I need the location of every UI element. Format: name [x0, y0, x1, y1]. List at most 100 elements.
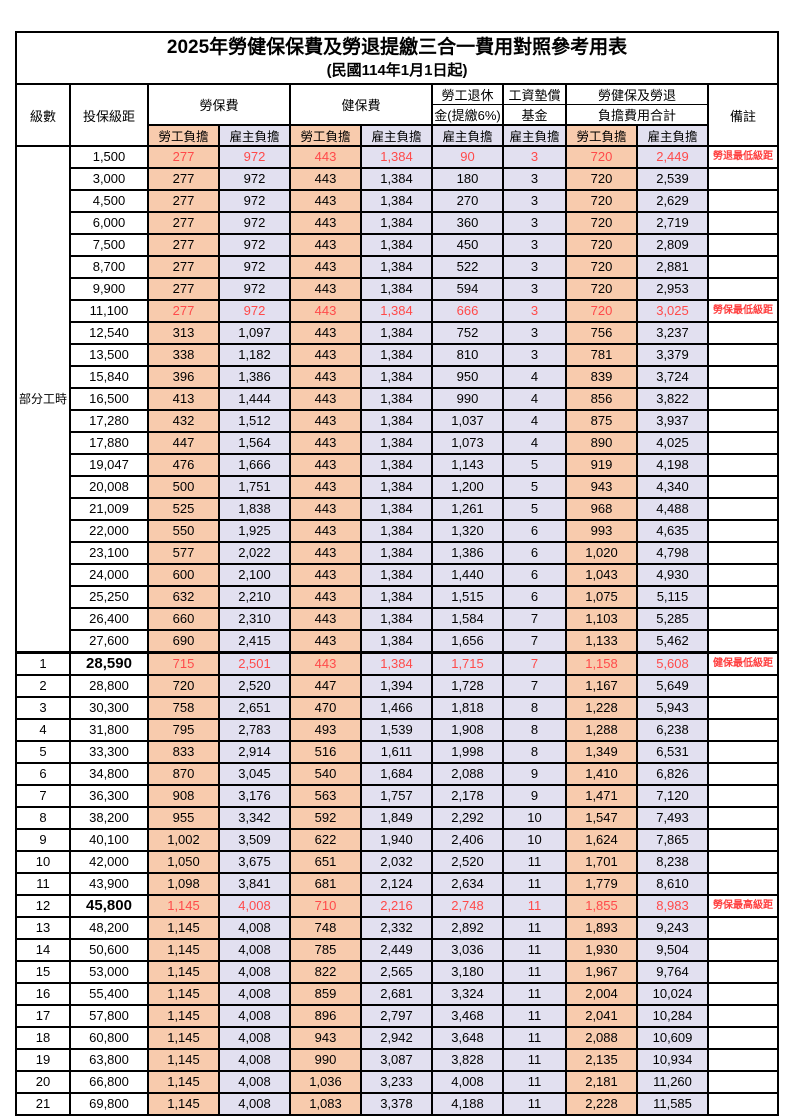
table-row: 17,880 447 1,564 443 1,384 1,073 4 890 4,025 — [16, 431, 780, 455]
level-cell: 2 — [15, 674, 71, 698]
remark-cell — [706, 1004, 780, 1028]
total-employer-cell: 4,488 — [636, 497, 709, 521]
title-cell: 2025年勞健保保費及勞退提繳三合一費用對照參考用表 (民國114年1月1日起) — [14, 31, 780, 85]
health-ins-employer-cell: 1,384 — [360, 629, 433, 654]
bracket-cell: 38,200 — [69, 806, 149, 830]
health-ins-employer-cell: 1,384 — [360, 255, 433, 279]
health-ins-employee-cell: 443 — [289, 563, 362, 587]
level-cell: 9 — [15, 828, 71, 852]
health-ins-employee-cell: 822 — [289, 960, 362, 984]
health-ins-employer-cell: 2,797 — [360, 1004, 433, 1028]
remark-cell — [706, 563, 780, 587]
health-ins-employer-cell: 1,384 — [360, 189, 433, 213]
health-ins-employee-cell: 592 — [289, 806, 362, 830]
bracket-cell: 13,500 — [69, 343, 149, 367]
health-ins-employer-cell: 1,384 — [360, 299, 433, 323]
remark-cell — [706, 1092, 780, 1116]
remark-cell — [706, 233, 780, 257]
remark-cell — [706, 828, 780, 852]
header-row-3: 勞工負擔 雇主負擔 勞工負擔 雇主負擔 雇主負擔 雇主負擔 勞工負擔 雇主負擔 — [16, 124, 778, 147]
labor-ins-employer-cell: 2,520 — [218, 674, 291, 698]
total-employee-cell: 1,043 — [565, 563, 638, 587]
health-ins-employer-cell: 1,384 — [360, 585, 433, 609]
remark-cell — [706, 674, 780, 698]
health-ins-employer-cell: 1,757 — [360, 784, 433, 808]
pension-employer-cell: 1,715 — [431, 651, 504, 676]
table-row: 3 30,300 758 2,651 470 1,466 1,818 8 1,228 5,943 — [15, 696, 780, 720]
health-ins-employer-cell: 1,384 — [360, 607, 433, 631]
total-employee-cell: 1,158 — [565, 651, 638, 676]
pension-employer-cell: 3,648 — [431, 1026, 504, 1050]
labor-ins-employer-cell: 1,666 — [218, 453, 291, 477]
total-employee-cell: 1,228 — [565, 696, 638, 720]
remark-cell — [706, 960, 780, 984]
header-row-2: 金(提繳6%) 基金 負擔費用合計 — [16, 104, 778, 126]
labor-ins-employee-cell: 1,145 — [147, 1048, 220, 1072]
wage-fund-employer-cell: 8 — [502, 718, 567, 742]
bracket-cell: 20,008 — [69, 475, 149, 499]
table-row: 9,900 277 972 443 1,384 594 3 720 2,953 — [16, 277, 780, 301]
remark-cell: 勞退最低級距 — [706, 145, 780, 169]
bracket-cell: 21,009 — [69, 497, 149, 521]
labor-ins-employer-cell: 1,444 — [218, 387, 291, 411]
pension-employer-cell: 1,908 — [431, 718, 504, 742]
total-employer-cell: 5,462 — [636, 629, 709, 654]
labor-ins-employer-cell: 2,100 — [218, 563, 291, 587]
total-employer-cell: 8,983 — [636, 894, 709, 918]
labor-ins-employee-cell: 500 — [147, 475, 220, 499]
remark-cell — [706, 365, 780, 389]
remark-cell — [706, 189, 780, 213]
labor-ins-employer-cell: 4,008 — [218, 894, 291, 918]
labor-ins-employer-cell: 972 — [218, 211, 291, 235]
total-employee-cell: 720 — [565, 277, 638, 301]
labor-ins-employee-cell: 1,145 — [147, 894, 220, 918]
total-employer-cell: 11,260 — [636, 1070, 709, 1094]
pension-employer-cell: 1,656 — [431, 629, 504, 654]
total-employer-cell: 11,585 — [636, 1092, 709, 1116]
total-employee-cell: 2,041 — [565, 1004, 638, 1028]
subheader-total-employer: 雇主負擔 — [636, 124, 709, 147]
labor-ins-employee-cell: 1,098 — [147, 872, 220, 896]
col-header-total-line2: 負擔費用合計 — [565, 104, 709, 126]
health-ins-employee-cell: 651 — [289, 850, 362, 874]
bracket-cell: 34,800 — [69, 762, 149, 786]
wage-fund-employer-cell: 3 — [502, 167, 567, 191]
labor-ins-employee-cell: 1,145 — [147, 960, 220, 984]
labor-ins-employee-cell: 277 — [147, 255, 220, 279]
labor-ins-employer-cell: 1,838 — [218, 497, 291, 521]
health-ins-employer-cell: 1,384 — [360, 409, 433, 433]
bracket-cell: 12,540 — [69, 321, 149, 345]
table-row: 26,400 660 2,310 443 1,384 1,584 7 1,103 5,285 — [16, 607, 780, 631]
table-row: 1 28,590 715 2,501 443 1,384 1,715 7 1,158 5,608 健… — [15, 651, 780, 676]
total-employer-cell: 7,493 — [636, 806, 709, 830]
bracket-cell: 17,280 — [69, 409, 149, 433]
health-ins-employee-cell: 443 — [289, 629, 362, 654]
pension-employer-cell: 1,515 — [431, 585, 504, 609]
table-row: 6 34,800 870 3,045 540 1,684 2,088 9 1,410 6,826 — [15, 762, 780, 786]
wage-fund-employer-cell: 9 — [502, 784, 567, 808]
total-employee-cell: 1,967 — [565, 960, 638, 984]
level-cell: 15 — [15, 960, 71, 984]
pension-employer-cell: 2,634 — [431, 872, 504, 896]
total-employee-cell: 720 — [565, 299, 638, 323]
labor-ins-employee-cell: 313 — [147, 321, 220, 345]
pension-employer-cell: 810 — [431, 343, 504, 367]
col-header-bracket: 投保級距 — [69, 83, 149, 147]
subheader-pension-employer: 雇主負擔 — [431, 124, 504, 147]
level-cell: 16 — [15, 982, 71, 1006]
wage-fund-employer-cell: 5 — [502, 475, 567, 499]
wage-fund-employer-cell: 11 — [502, 960, 567, 984]
table-row: 7 36,300 908 3,176 563 1,757 2,178 9 1,471 7,120 — [15, 784, 780, 808]
wage-fund-employer-cell: 11 — [502, 1092, 567, 1116]
remark-cell — [706, 475, 780, 499]
health-ins-employee-cell: 540 — [289, 762, 362, 786]
labor-ins-employer-cell: 2,310 — [218, 607, 291, 631]
total-employer-cell: 4,930 — [636, 563, 709, 587]
table-row: 6,000 277 972 443 1,384 360 3 720 2,719 — [16, 211, 780, 235]
bracket-cell: 23,100 — [69, 541, 149, 565]
total-employee-cell: 2,135 — [565, 1048, 638, 1072]
remark-cell: 健保最低級距 — [706, 651, 780, 676]
total-employer-cell: 10,284 — [636, 1004, 709, 1028]
health-ins-employee-cell: 516 — [289, 740, 362, 764]
